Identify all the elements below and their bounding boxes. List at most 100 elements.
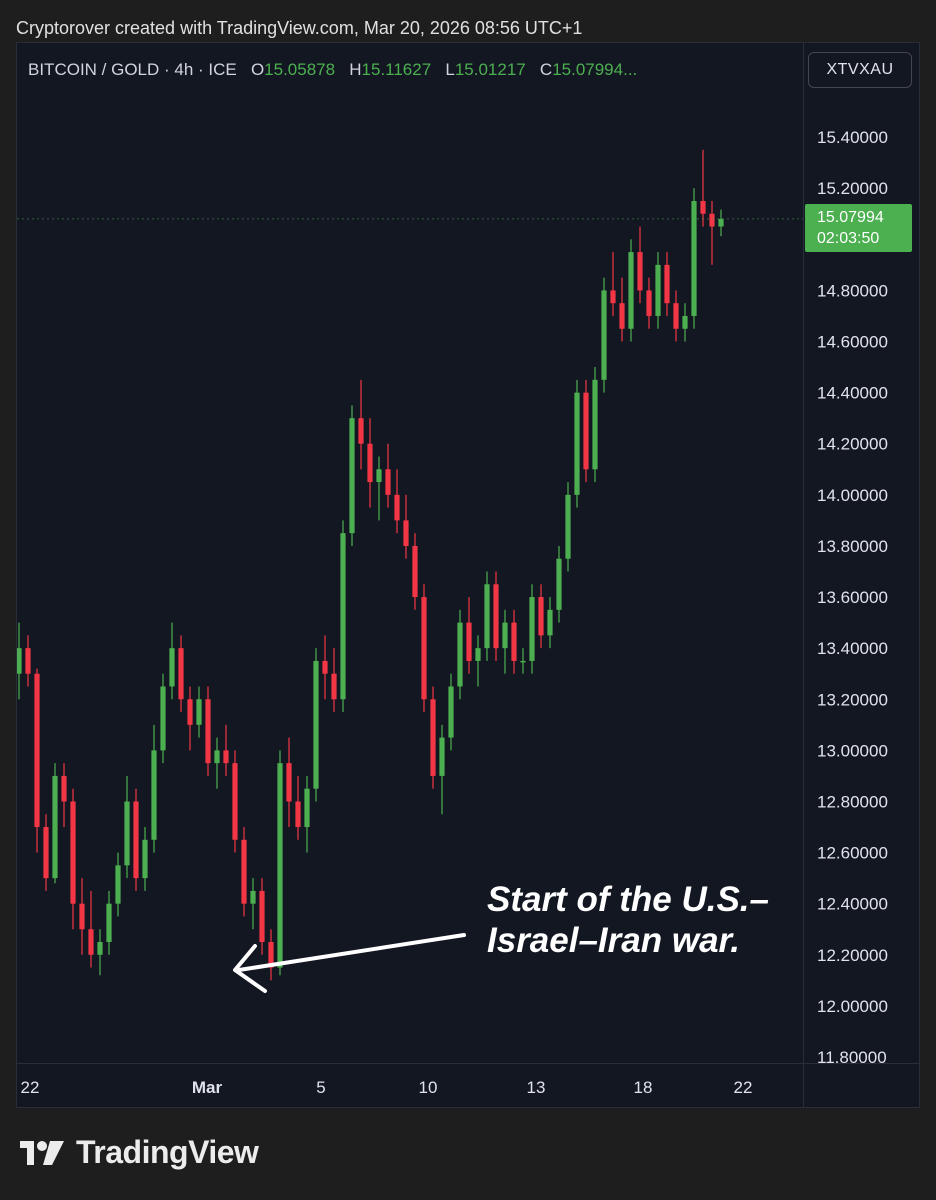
candle (331, 648, 337, 713)
candle (250, 878, 256, 930)
candle (142, 827, 148, 891)
footer-brand: TradingView (18, 1134, 259, 1171)
candle (304, 775, 310, 853)
candle (547, 597, 553, 649)
candle (673, 290, 679, 342)
y-tick-label: 14.00000 (817, 486, 888, 505)
candle-body (412, 545, 418, 598)
candle-body (232, 763, 238, 840)
candle-body (637, 252, 643, 291)
candle-body (286, 763, 292, 802)
candle-body (385, 469, 391, 495)
candle-body (205, 699, 211, 764)
candlestick-chart: 11.80000 12.00000 12.20000 12.40000 12.60000… (17, 43, 919, 1107)
candle (448, 673, 454, 751)
annotation-line-1: Start of the U.S.– (487, 880, 769, 919)
candle-body (142, 839, 148, 879)
candle-body (43, 827, 49, 879)
candle-body (250, 890, 256, 904)
candle-body (61, 775, 67, 802)
y-tick-label: 13.40000 (817, 639, 888, 658)
candle (574, 379, 580, 508)
candle-body (646, 290, 652, 316)
candle-body (376, 469, 382, 483)
candle-body (403, 520, 409, 546)
candle-body (484, 584, 490, 649)
x-tick-label: 18 (634, 1078, 653, 1097)
tradingview-logo-icon (20, 1140, 64, 1165)
candle (79, 878, 85, 955)
candle (592, 367, 598, 483)
candle-body (25, 648, 31, 674)
candle (565, 482, 571, 572)
x-tick-label: 13 (527, 1078, 546, 1097)
brand-name: TradingView (76, 1134, 259, 1170)
candle-body (151, 750, 157, 840)
candle-body (691, 200, 697, 316)
candle-body (295, 801, 301, 828)
y-tick-label: 15.40000 (817, 128, 888, 147)
candle-body (187, 699, 193, 725)
candle (700, 149, 706, 227)
candle (214, 737, 220, 789)
candle (61, 763, 67, 828)
candle-body (538, 597, 544, 636)
low-value: 15.01217 (454, 60, 526, 79)
x-tick-label: 10 (419, 1078, 438, 1097)
candle-body (718, 218, 724, 227)
annotation-arrow-head (233, 944, 267, 993)
candle (268, 929, 274, 981)
candle (601, 277, 607, 393)
candle (529, 584, 535, 674)
candle (610, 252, 616, 316)
candle-body (214, 750, 220, 764)
candle-body (466, 622, 472, 661)
candle-body (106, 903, 112, 943)
candle (358, 379, 364, 470)
candle (205, 686, 211, 776)
candle-body (160, 686, 166, 751)
candle (340, 520, 346, 713)
candle-body (709, 213, 715, 227)
candle (97, 929, 103, 976)
candle-body (394, 494, 400, 521)
candle-body (88, 929, 94, 955)
candle-body (457, 622, 463, 687)
candle-body (349, 418, 355, 534)
y-tick-label: 13.80000 (817, 537, 888, 556)
candle (511, 609, 517, 674)
candle (322, 635, 328, 700)
candle-body (502, 622, 508, 649)
candle (394, 469, 400, 534)
close-value: 15.07994... (552, 60, 638, 79)
symbol-label: BITCOIN / GOLD · 4h · ICE (28, 60, 237, 79)
chart-caption: Cryptorover created with TradingView.com… (16, 18, 583, 38)
candle-body (259, 890, 265, 943)
candle-body (430, 699, 436, 776)
x-tick-label: Mar (192, 1078, 223, 1097)
close-label: C (539, 60, 553, 79)
candle (655, 252, 661, 329)
candle-body (529, 597, 535, 661)
y-tick-label: 13.00000 (817, 741, 888, 760)
x-tick-label: 22 (21, 1078, 40, 1097)
candle (187, 686, 193, 751)
candle-body (556, 558, 562, 610)
candle-body (367, 443, 373, 483)
candle (295, 775, 301, 840)
candle-body (340, 533, 346, 700)
candle (286, 737, 292, 828)
candle-body (313, 660, 319, 789)
candle (70, 788, 76, 930)
candle-body (358, 418, 364, 444)
y-tick-label: 14.40000 (817, 384, 888, 403)
ticker-button[interactable]: XTVXAU (808, 52, 912, 88)
y-tick-label: 12.40000 (817, 895, 888, 914)
candle-body (52, 775, 58, 879)
chart-frame: 11.80000 12.00000 12.20000 12.40000 12.60000… (16, 42, 920, 1108)
candle (664, 252, 670, 316)
candle-body (511, 622, 517, 661)
candle (43, 814, 49, 891)
bar-countdown: 02:03:50 (817, 230, 880, 247)
candle-body (223, 750, 229, 764)
